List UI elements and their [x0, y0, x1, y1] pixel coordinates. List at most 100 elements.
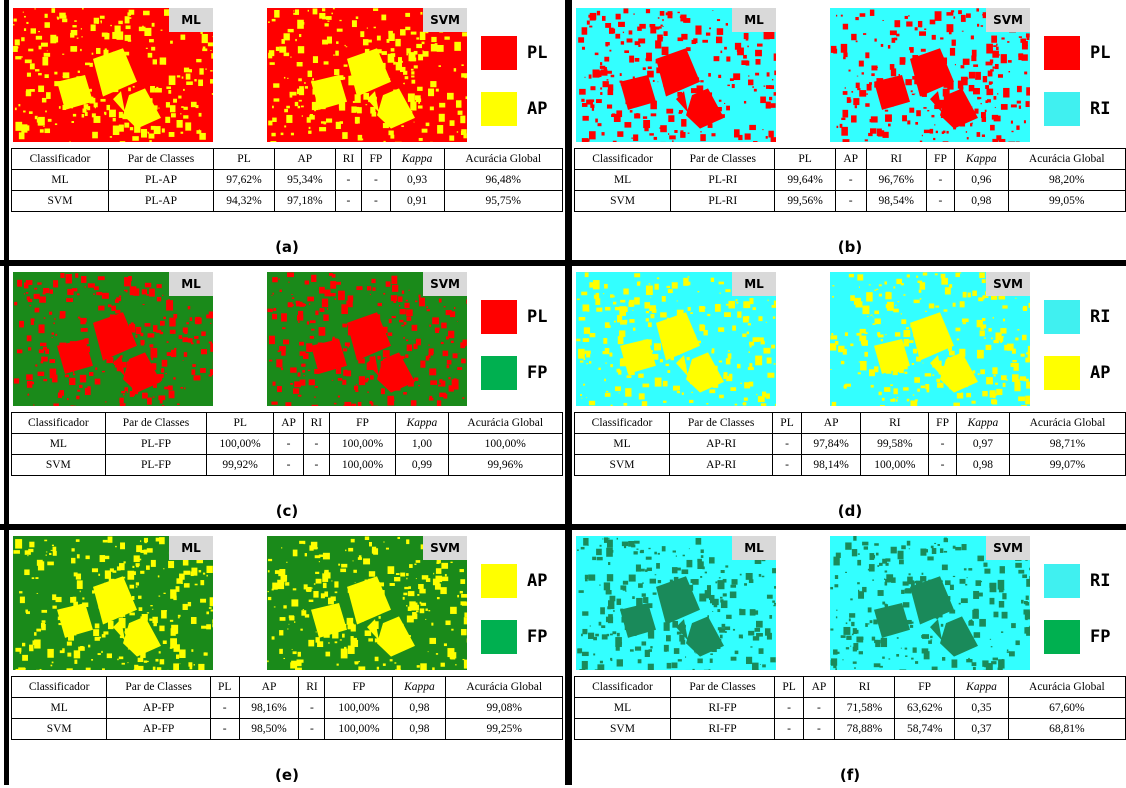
map-speckle	[345, 342, 350, 346]
map-speckle	[316, 579, 322, 584]
map-speckle	[177, 403, 179, 405]
map-speckle	[188, 602, 191, 606]
map-speckle	[103, 540, 108, 543]
map-speckle	[712, 611, 713, 612]
map-speckle	[702, 40, 708, 43]
map-speckle	[147, 612, 149, 613]
map-speckle	[284, 125, 286, 127]
map-speckle	[987, 666, 988, 667]
table-cell: AP-FP	[107, 698, 210, 719]
map-speckle	[582, 47, 585, 50]
map-speckle	[1008, 71, 1010, 72]
map-speckle	[34, 294, 40, 299]
map-speckle	[456, 100, 462, 107]
map-speckle	[627, 38, 633, 42]
map-speckle	[176, 578, 182, 584]
map-speckle	[905, 16, 908, 19]
map-speckle	[443, 394, 447, 399]
map-speckle	[732, 325, 736, 330]
map-speckle	[774, 92, 776, 96]
map-speckle	[843, 627, 850, 635]
map-speckle	[71, 558, 75, 564]
map-speckle	[882, 657, 885, 659]
map-speckle	[381, 388, 385, 394]
map-speckle	[35, 308, 40, 313]
map-speckle	[198, 80, 203, 87]
map-speckle	[390, 583, 395, 586]
map-speckle	[608, 538, 609, 540]
map-speckle	[178, 96, 181, 99]
map-speckle	[73, 371, 74, 373]
map-speckle	[736, 299, 738, 301]
map-speckle	[179, 664, 180, 665]
separator	[0, 524, 1126, 530]
map-speckle	[915, 661, 918, 664]
map-speckle	[688, 307, 691, 311]
map-speckle	[1022, 574, 1027, 578]
map-speckle	[71, 121, 74, 123]
map-speckle	[898, 551, 904, 560]
map-speckle	[587, 21, 590, 25]
map-speckle	[429, 398, 433, 401]
map-speckle	[1011, 131, 1013, 132]
map-speckle	[92, 53, 94, 55]
map-speckle	[195, 317, 200, 324]
map-speckle	[968, 658, 970, 660]
map-speckle	[377, 36, 381, 41]
map-speckle	[37, 593, 39, 594]
map-speckle	[160, 57, 167, 64]
map-speckle	[977, 320, 983, 327]
map-speckle	[647, 568, 652, 571]
map-speckle	[460, 591, 463, 594]
map-speckle	[328, 598, 334, 605]
map-speckle	[81, 276, 86, 283]
map-speckle	[184, 68, 189, 73]
map-speckle	[44, 317, 46, 318]
map-speckle	[869, 564, 875, 571]
map-speckle	[606, 391, 608, 392]
map-speckle	[162, 360, 168, 367]
map-speckle	[996, 47, 999, 50]
map-speckle	[885, 570, 888, 572]
map-speckle	[81, 28, 82, 29]
map-speckle	[105, 401, 106, 402]
map-speckle	[269, 336, 275, 344]
map-speckle	[905, 372, 908, 374]
map-speckle	[591, 86, 596, 90]
map-speckle	[365, 630, 372, 636]
map-speckle	[210, 50, 211, 51]
map-speckle	[592, 557, 596, 560]
map-speckle	[935, 11, 942, 21]
map-speckle	[846, 647, 849, 649]
map-tag: ML	[732, 536, 776, 560]
map-speckle	[642, 593, 646, 596]
map-speckle	[199, 130, 200, 131]
map-speckle	[441, 342, 444, 344]
map-speckle	[314, 397, 315, 398]
map-speckle	[298, 652, 301, 657]
map-speckle	[108, 621, 114, 629]
map-speckle	[183, 115, 188, 118]
map-speckle	[291, 133, 294, 136]
map-speckle	[132, 136, 139, 141]
map-speckle	[32, 577, 35, 579]
panel: MLSVMPLRIClassificadorPar de ClassesPLAP…	[574, 6, 1126, 260]
map-speckle	[161, 30, 163, 31]
map-speckle	[617, 538, 618, 540]
map-speckle	[710, 599, 713, 604]
map-speckle	[870, 315, 871, 316]
map-speckle	[129, 613, 134, 616]
map-speckle	[879, 392, 882, 395]
map-speckle	[1016, 640, 1020, 645]
map-speckle	[866, 93, 867, 95]
map-speckle	[922, 573, 924, 575]
map-speckle	[663, 401, 666, 403]
map-speckle	[85, 63, 90, 66]
map-speckle	[406, 300, 408, 301]
map-speckle	[298, 372, 301, 376]
map-speckle	[439, 299, 442, 303]
map-speckle	[74, 20, 77, 21]
map-speckle	[589, 26, 592, 28]
map-speckle	[126, 25, 131, 29]
table-row: SVMRI-FP--78,88%58,74%0,3768,81%	[575, 719, 1126, 740]
